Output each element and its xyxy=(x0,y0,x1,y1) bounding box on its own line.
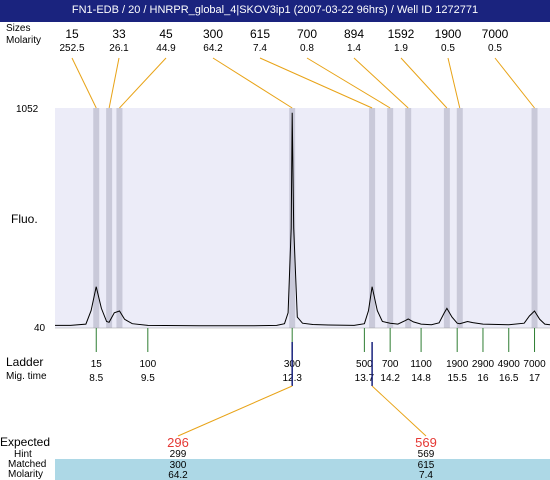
plot-area xyxy=(55,108,550,328)
peak-size-label: 1592 xyxy=(388,27,415,41)
expected-connector xyxy=(177,385,293,437)
molarity-value: 7.4 xyxy=(419,470,433,480)
peak-molarity-label: 26.1 xyxy=(109,43,129,54)
peak-size-label: 33 xyxy=(112,27,126,41)
molarity-label: Molarity xyxy=(6,35,42,46)
peak-molarity-label: 0.8 xyxy=(300,43,314,54)
peak-connector xyxy=(447,57,461,109)
y-tick-top: 1052 xyxy=(16,104,39,115)
peak-band xyxy=(456,108,463,328)
matched-value: 615 xyxy=(418,460,435,471)
matched-value: 300 xyxy=(170,460,187,471)
title-bar: FN1-EDB / 20 / HNRPR_global_4|SKOV3ip1 (… xyxy=(0,0,550,22)
hint-row-band xyxy=(55,449,550,459)
peak-molarity-label: 64.2 xyxy=(203,43,223,54)
window-title: FN1-EDB / 20 / HNRPR_global_4|SKOV3ip1 (… xyxy=(71,4,479,16)
sizes-label: Sizes xyxy=(6,23,31,34)
peak-band xyxy=(93,108,100,328)
fluo-label: Fluo. xyxy=(11,212,38,226)
ladder-size-label: 100 xyxy=(139,359,156,370)
peak-connector xyxy=(353,57,409,109)
peak-molarity-label: 1.4 xyxy=(347,43,361,54)
peak-connector xyxy=(71,57,97,109)
molarity-value: 64.2 xyxy=(168,470,188,480)
ladder-time-label: 9.5 xyxy=(141,373,155,384)
molarity-bottom-label: Molarity xyxy=(8,469,44,480)
ladder-time-label: 17 xyxy=(529,373,541,384)
peak-connector xyxy=(212,57,293,109)
ladder-time-label: 16.5 xyxy=(499,373,519,384)
peak-connector xyxy=(306,57,391,109)
peak-size-label: 615 xyxy=(250,27,270,41)
peak-molarity-label: 0.5 xyxy=(488,43,502,54)
peak-molarity-label: 0.5 xyxy=(441,43,455,54)
matched-row-band xyxy=(55,459,550,480)
peak-connector xyxy=(259,57,373,109)
peak-size-label: 1900 xyxy=(435,27,462,41)
expected-connector xyxy=(371,385,427,437)
ladder-time-label: 13.7 xyxy=(355,373,375,384)
ladder-size-label: 1100 xyxy=(410,359,432,370)
hint-value: 299 xyxy=(170,449,187,460)
peak-band xyxy=(387,108,394,328)
expected-size: 569 xyxy=(415,435,437,450)
peak-band xyxy=(443,108,450,328)
fluorescence-trace xyxy=(55,112,550,327)
mig-time-label: Mig. time xyxy=(6,371,47,382)
ladder-size-label: 4900 xyxy=(498,359,521,370)
peak-size-label: 7000 xyxy=(482,27,509,41)
peak-size-label: 15 xyxy=(65,27,79,41)
peak-connector xyxy=(119,57,167,109)
ladder-time-label: 15.5 xyxy=(447,373,467,384)
hint-label: Hint xyxy=(14,449,32,460)
peak-band xyxy=(289,108,296,328)
peak-band xyxy=(106,108,113,328)
peak-molarity-label: 7.4 xyxy=(253,43,267,54)
peak-size-label: 894 xyxy=(344,27,364,41)
peak-size-label: 300 xyxy=(203,27,223,41)
y-tick-bottom: 40 xyxy=(34,323,46,334)
ladder-label: Ladder xyxy=(6,355,44,369)
peak-connector xyxy=(494,57,535,109)
peak-size-label: 700 xyxy=(297,27,317,41)
ladder-size-label: 7000 xyxy=(523,359,546,370)
hint-value: 569 xyxy=(418,449,435,460)
ladder-time-label: 8.5 xyxy=(89,373,103,384)
ladder-time-label: 16 xyxy=(477,373,489,384)
expected-label: Expected xyxy=(0,435,51,449)
ladder-time-label: 14.8 xyxy=(411,373,431,384)
ladder-size-label: 15 xyxy=(91,359,103,370)
ladder-size-label: 500 xyxy=(356,359,373,370)
peak-molarity-label: 252.5 xyxy=(59,43,84,54)
peak-connector xyxy=(400,57,448,109)
peak-molarity-label: 44.9 xyxy=(156,43,176,54)
peak-band xyxy=(116,108,123,328)
expected-size: 296 xyxy=(167,435,189,450)
peak-connector xyxy=(108,57,120,109)
peak-molarity-label: 1.9 xyxy=(394,43,408,54)
ladder-size-label: 1900 xyxy=(446,359,469,370)
ladder-size-label: 2900 xyxy=(472,359,495,370)
peak-band xyxy=(531,108,538,328)
matched-label: Matched xyxy=(8,459,47,470)
peak-band xyxy=(369,108,376,328)
ladder-size-label: 700 xyxy=(382,359,399,370)
peak-band xyxy=(405,108,412,328)
ladder-time-label: 14.2 xyxy=(380,373,400,384)
peak-size-label: 45 xyxy=(159,27,173,41)
